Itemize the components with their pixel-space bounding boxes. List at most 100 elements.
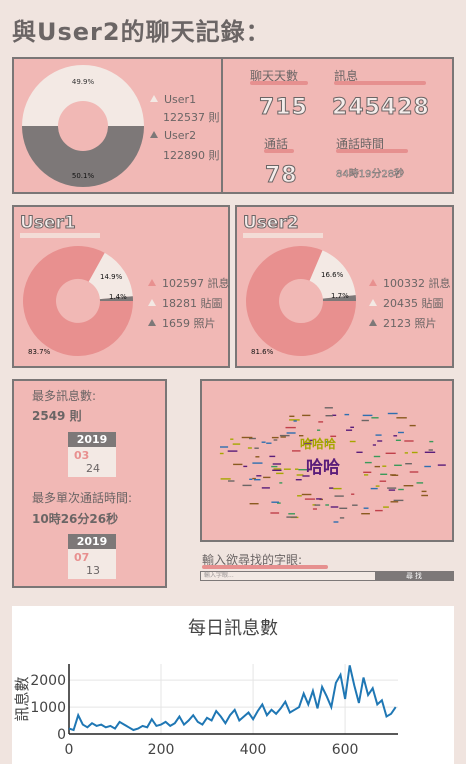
wordcloud-speck [380,473,388,475]
search-input[interactable]: 輸入字眼... [200,571,376,581]
user2-row-photos: 2123 照片 [369,315,437,331]
calendar-day: 13 [86,564,100,577]
user1-messages-value: 102597 [162,277,204,290]
messages-label: 訊息 [334,69,359,83]
wordcloud-speck [286,432,296,434]
wordcloud-speck [292,450,301,452]
user1-row-messages: 102597 訊息 [148,275,230,291]
wordcloud-speck [398,488,404,491]
user2-row-stickers: 20435 貼圖 [369,295,444,311]
wordcloud-speck [271,501,279,503]
wordcloud-speck [377,440,383,442]
y-tick-label: 2000 [30,673,66,689]
wordcloud-speck [390,474,396,476]
wordcloud-speck [375,485,380,487]
user1-messages-unit: 訊息 [207,277,230,290]
user1-photo-slice [99,296,134,301]
wordcloud-speck [404,440,414,442]
user2-stickers-value: 20435 [383,297,418,310]
user2-messages-value: 100332 [383,277,425,290]
wordcloud-speck [416,482,424,484]
page-title: 與User2的聊天記錄： [12,18,271,46]
wordcloud-speck [346,429,353,431]
wordcloud-speck [395,439,401,441]
calendar-month: 03 [74,449,90,462]
user1-row-stickers: 18281 貼圖 [148,295,223,311]
wordcloud-word-mid: 哈哈哈 [300,437,337,451]
wordcloud-speck [247,447,252,449]
wordcloud-speck [271,436,279,439]
wordcloud-speck [252,462,263,464]
wordcloud-speck [285,426,296,429]
wordcloud-speck [330,435,337,437]
wordcloud-speck [361,419,369,422]
wordcloud-speck [350,426,354,428]
call-time-underline [336,149,408,153]
wordcloud-speck [428,449,433,451]
max-call-value: 10時26分26秒 [32,512,119,526]
wordcloud-speck [295,479,302,481]
wordcloud-speck [243,465,248,468]
wordcloud-panel: 哈哈哈 哈哈 [200,379,454,542]
wordcloud-speck [296,474,304,476]
user2-pct-main: 81.6% [251,348,274,356]
wordcloud-speck [302,414,311,417]
wordcloud-speck [219,452,224,455]
user1-photos-unit: 照片 [193,317,216,330]
wordcloud-speck [242,484,252,487]
call-time-value: 84時19分28秒 [336,169,405,181]
wordcloud-speck [289,419,300,421]
wordcloud-speck [304,498,316,500]
legend-user1-count: 122537 則 [163,111,220,124]
wordcloud-speck [261,441,266,443]
wordcloud-speck [409,424,416,427]
wordcloud-speck [303,443,312,445]
wordcloud-speck [254,479,261,481]
legend-user1: User1 [150,93,196,106]
user2-title: User2 [243,213,300,234]
wordcloud-speck [295,468,299,470]
wordcloud-speck [220,446,229,448]
wordcloud-noise [219,407,446,523]
wordcloud-speck [299,435,304,437]
user2-panel: User2 81.6% 16.6% 1.7% 100332 訊息 20435 貼… [235,205,454,368]
wordcloud-speck [363,471,372,473]
wordcloud-speck [228,480,235,482]
legend-user1-name: User1 [164,93,197,106]
wordcloud-speck [437,464,446,466]
user1-photos-value: 1659 [162,317,190,330]
wordcloud-speck [424,465,431,468]
wordcloud-speck [269,455,276,458]
wordcloud-speck [252,477,256,480]
wordcloud-speck [388,489,396,491]
wordcloud-speck [409,471,419,473]
user1-pct-photo: 1.4% [109,293,127,301]
records-panel: 最多訊息數: 2549 則 2019 03 24 最多單次通話時間: 10時26… [12,379,167,588]
triangle-icon [150,95,158,102]
wordcloud-speck [227,450,238,452]
y-axis-label: 訊息數 [13,676,31,721]
search-label: 輸入欲尋找的字眼: [202,553,303,567]
wordcloud-speck [356,451,363,453]
triangle-icon [369,299,377,306]
user2-sticker-slice [309,250,356,299]
search-button[interactable]: 尋找 [376,571,454,581]
wordcloud-speck [375,509,383,512]
legend-user2: User2 [150,129,196,142]
user1-row-photos: 1659 照片 [148,315,216,331]
wordcloud-speck [270,512,280,514]
max-msg-value: 2549 則 [32,409,82,423]
max-msg-label: 最多訊息數: [32,389,97,403]
x-tick-label: 600 [332,742,359,758]
user1-main-slice [23,245,133,356]
user2-stickers-unit: 貼圖 [421,297,444,310]
wordcloud-speck [405,463,412,465]
user2-row-messages: 100332 訊息 [369,275,451,291]
wordcloud-speck [344,413,350,416]
wordcloud-speck [316,498,322,500]
wordcloud-speck [256,475,262,477]
wordcloud-speck [298,469,310,471]
wordcloud-speck [390,501,399,503]
wordcloud-speck [314,504,321,506]
overview-divider [221,59,223,192]
